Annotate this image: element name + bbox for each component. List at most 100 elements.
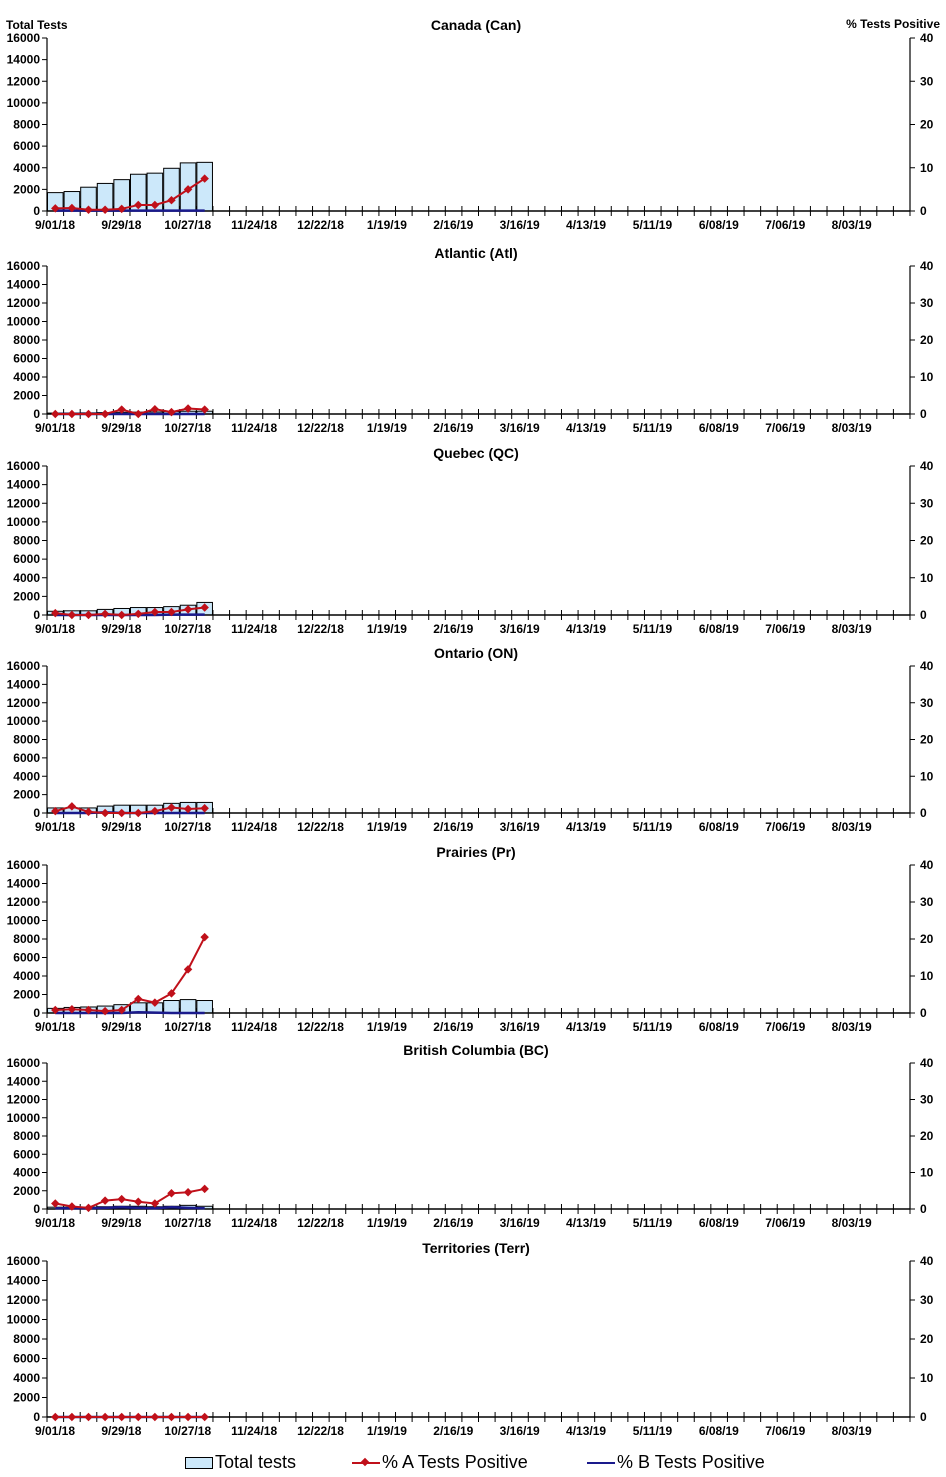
x-tick-label: 8/03/19: [832, 218, 872, 232]
right-tick-label: 30: [920, 895, 934, 909]
right-tick-label: 40: [920, 1254, 934, 1268]
left-tick-label: 12000: [7, 1293, 41, 1307]
x-tick-label: 5/11/19: [633, 1216, 673, 1230]
marker-pct-a: [183, 404, 193, 413]
marker-pct-a: [84, 409, 93, 419]
x-tick-label: 7/06/19: [765, 1216, 805, 1230]
left-tick-label: 0: [33, 608, 40, 622]
marker-pct-a: [134, 200, 143, 210]
x-tick-label: 1/19/19: [367, 1424, 407, 1438]
x-tick-label: 6/08/19: [699, 1424, 739, 1438]
right-tick-label: 10: [920, 969, 934, 983]
left-tick-label: 14000: [7, 877, 41, 891]
blue-line-icon: [587, 1461, 615, 1464]
x-tick-label: 10/27/18: [164, 1424, 211, 1438]
right-tick-label: 20: [920, 534, 934, 548]
right-axis-title: % Tests Positive: [846, 17, 940, 31]
x-tick-label: 2/16/19: [433, 1020, 473, 1034]
left-tick-label: 0: [33, 204, 40, 218]
right-tick-label: 20: [920, 733, 934, 747]
left-tick-label: 14000: [7, 1274, 41, 1288]
left-tick-label: 6000: [13, 352, 40, 366]
x-tick-label: 4/13/19: [566, 622, 606, 636]
x-tick-label: 9/29/18: [101, 218, 141, 232]
x-tick-label: 9/29/18: [101, 622, 141, 636]
right-tick-label: 20: [920, 932, 934, 946]
left-tick-label: 16000: [7, 459, 41, 473]
x-tick-label: 1/19/19: [367, 218, 407, 232]
x-tick-label: 12/22/18: [297, 622, 344, 636]
left-tick-label: 4000: [13, 370, 40, 384]
marker-pct-a: [167, 407, 176, 417]
x-tick-label: 7/06/19: [765, 820, 805, 834]
marker-pct-a: [67, 203, 77, 213]
x-tick-label: 1/19/19: [367, 421, 407, 435]
x-tick-label: 1/19/19: [367, 820, 407, 834]
left-tick-label: 10000: [7, 1111, 41, 1125]
chart-title: Atlantic (Atl): [434, 245, 517, 261]
left-tick-label: 14000: [7, 53, 41, 67]
left-tick-label: 16000: [7, 659, 41, 673]
line-pct-b: [55, 1011, 205, 1015]
line-pct-a: [55, 177, 206, 211]
marker-pct-a: [84, 1412, 93, 1422]
x-tick-label: 3/16/19: [500, 1216, 540, 1230]
left-tick-label: 12000: [7, 296, 41, 310]
left-tick-label: 8000: [13, 1129, 40, 1143]
left-tick-label: 0: [33, 1006, 40, 1020]
left-tick-label: 8000: [13, 932, 40, 946]
x-tick-label: 12/22/18: [297, 218, 344, 232]
x-tick-label: 12/22/18: [297, 1020, 344, 1034]
left-tick-label: 10000: [7, 315, 41, 329]
x-tick-label: 3/16/19: [500, 622, 540, 636]
chart-panel: Canada (Can) Total Tests % Tests Positive 1…: [6, 17, 940, 232]
x-tick-label: 9/01/18: [35, 1424, 75, 1438]
marker-pct-a: [100, 1412, 110, 1422]
chart-panel: Prairies (Pr) 16000 14000 12000 10000 8000 600…: [7, 844, 934, 1034]
x-tick-label: 8/03/19: [832, 421, 872, 435]
right-tick-label: 30: [920, 696, 934, 710]
x-tick-label: 5/11/19: [633, 622, 673, 636]
marker-pct-a: [167, 195, 176, 205]
left-tick-label: 2000: [13, 589, 40, 603]
x-tick-label: 8/03/19: [832, 1424, 872, 1438]
right-tick-label: 0: [920, 1202, 927, 1216]
marker-pct-a: [117, 1194, 126, 1204]
x-tick-label: 8/03/19: [832, 820, 872, 834]
marker-pct-a: [117, 1412, 126, 1422]
x-tick-label: 2/16/19: [433, 1424, 473, 1438]
marker-pct-a: [183, 185, 193, 194]
marker-pct-a: [167, 1412, 176, 1422]
bar-total-tests: [179, 999, 197, 1014]
left-tick-label: 16000: [7, 259, 41, 273]
x-tick-label: 1/19/19: [367, 1020, 407, 1034]
line-pct-a: [55, 606, 205, 617]
x-tick-label: 7/06/19: [765, 622, 805, 636]
x-tick-label: 6/08/19: [699, 1020, 739, 1034]
left-tick-label: 12000: [7, 496, 41, 510]
left-tick-label: 14000: [7, 1074, 41, 1088]
left-tick-label: 6000: [13, 1147, 40, 1161]
right-tick-label: 40: [920, 858, 934, 872]
marker-pct-a: [51, 1199, 60, 1208]
x-tick-label: 6/08/19: [699, 622, 739, 636]
x-tick-label: 9/29/18: [101, 1216, 141, 1230]
x-tick-label: 9/29/18: [101, 1424, 141, 1438]
left-tick-label: 12000: [7, 895, 41, 909]
marker-pct-a: [183, 1187, 193, 1197]
marker-pct-a: [134, 1412, 143, 1422]
chart-title: Prairies (Pr): [436, 844, 515, 860]
left-tick-label: 0: [33, 1410, 40, 1424]
left-tick-label: 2000: [13, 1391, 40, 1405]
x-tick-label: 11/24/18: [231, 622, 277, 636]
chart-title: British Columbia (BC): [403, 1042, 548, 1058]
left-tick-label: 4000: [13, 769, 40, 783]
x-tick-label: 9/01/18: [35, 622, 75, 636]
right-tick-label: 20: [920, 118, 934, 132]
left-tick-label: 4000: [13, 161, 40, 175]
x-tick-label: 10/27/18: [164, 218, 211, 232]
right-tick-label: 20: [920, 333, 934, 347]
left-tick-label: 12000: [7, 1093, 41, 1107]
left-tick-label: 2000: [13, 182, 40, 196]
marker-pct-a: [67, 409, 77, 419]
